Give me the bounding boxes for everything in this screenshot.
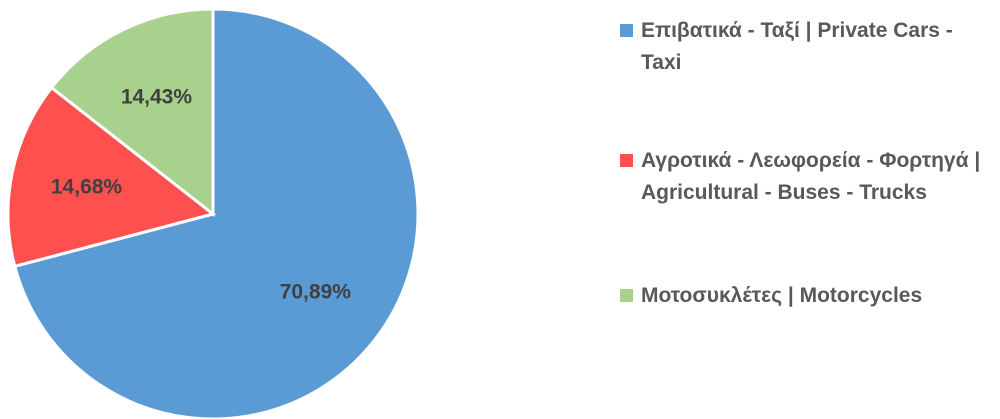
pie-slice [6,85,217,269]
pie-slice [49,7,215,218]
legend-swatch [620,289,633,302]
pie-slice [12,7,420,419]
legend-swatch [620,154,633,167]
data-label: 14,68% [51,176,123,199]
legend-entry: Αγροτικά - Λεωφορεία - Φορτηγά | Agricul… [620,145,990,209]
legend-label: Επιβατικά - Ταξί | Private Cars - Taxi [641,19,953,74]
legend-swatch [620,24,633,37]
chart: 70,89% 14,68% 14,43% [6,7,420,419]
legend-label: Μοτοσυκλέτες | Motorcycles [641,284,923,307]
data-label: 70,89% [280,280,352,303]
data-label: 14,43% [121,85,193,108]
legend-entry: Επιβατικά - Ταξί | Private Cars - Taxi [620,15,990,79]
legend-label: Αγροτικά - Λεωφορεία - Φορτηγά | Agricul… [641,149,981,204]
legend-entry: Μοτοσυκλέτες | Motorcycles [620,280,990,312]
